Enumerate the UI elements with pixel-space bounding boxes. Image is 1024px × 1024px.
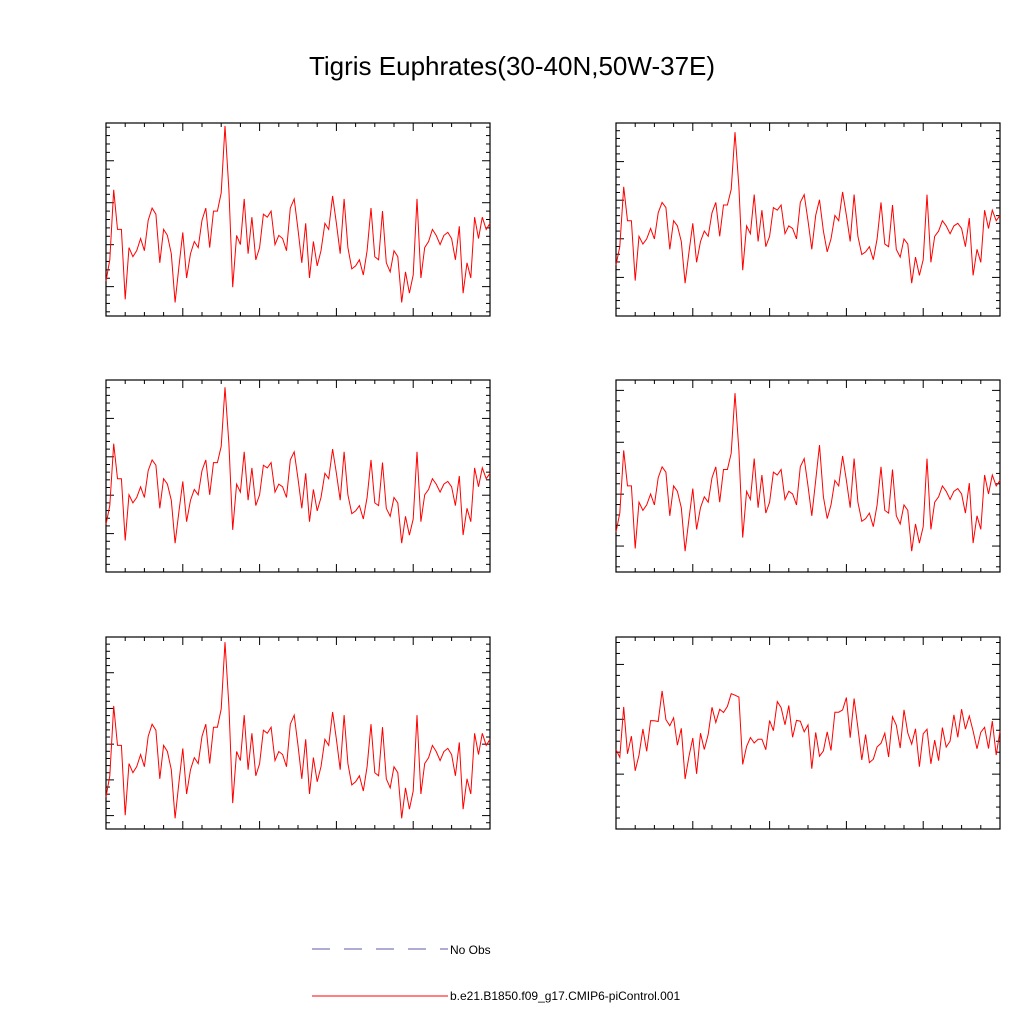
panel-4 — [615, 379, 1001, 573]
panel-frame — [615, 379, 1001, 573]
legend-no-obs-label: No Obs — [450, 943, 491, 957]
series-line-1 — [105, 387, 491, 544]
series-line-1 — [105, 125, 491, 303]
panel-5 — [105, 636, 491, 830]
panel-frame — [105, 636, 491, 830]
panel-3 — [105, 379, 491, 573]
panel-frame — [105, 122, 491, 317]
legend-model-label: b.e21.B1850.f09_g17.CMIP6-piControl.001 — [450, 989, 680, 1003]
panel-1 — [105, 122, 491, 317]
panel-2 — [615, 122, 1001, 317]
series-line-1 — [615, 132, 1001, 284]
figure-title: Tigris Euphrates(30-40N,50W-37E) — [309, 51, 715, 81]
panels — [105, 122, 1001, 830]
legend: No Obs b.e21.B1850.f09_g17.CMIP6-piContr… — [312, 943, 680, 1003]
series-line-1 — [615, 393, 1001, 552]
panel-6 — [615, 636, 1001, 830]
panel-frame — [615, 636, 1001, 830]
series-line-1 — [615, 690, 1001, 780]
series-line-1 — [105, 642, 491, 819]
